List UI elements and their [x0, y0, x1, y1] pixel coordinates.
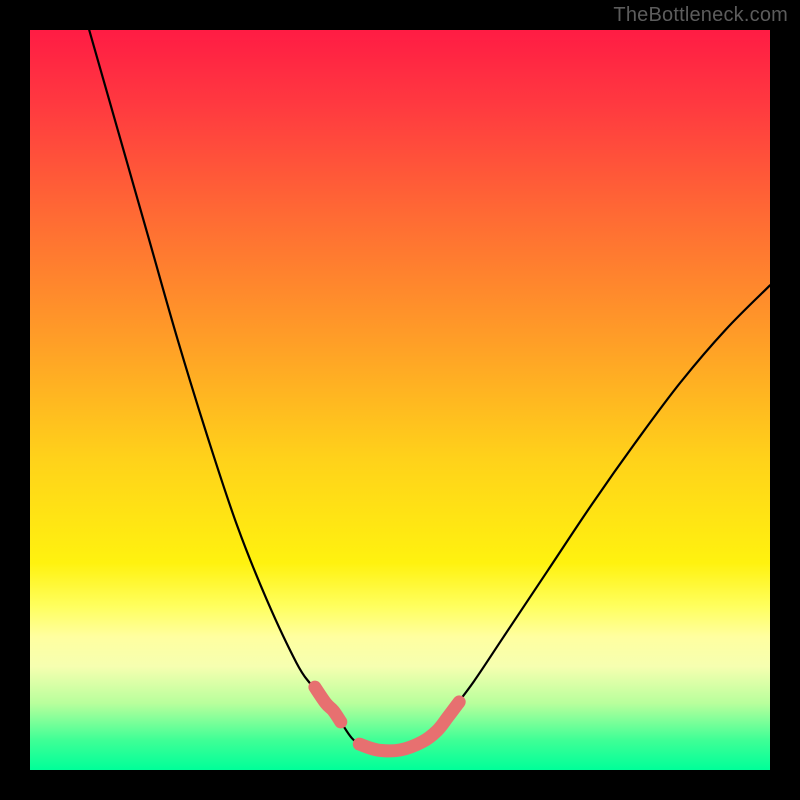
highlight-segment-1: [359, 702, 459, 751]
curve-overlay: [30, 30, 770, 770]
bottleneck-curve: [89, 30, 770, 751]
highlight-segment-0: [315, 687, 341, 722]
plot-area: [30, 30, 770, 770]
watermark-text: TheBottleneck.com: [613, 4, 788, 27]
